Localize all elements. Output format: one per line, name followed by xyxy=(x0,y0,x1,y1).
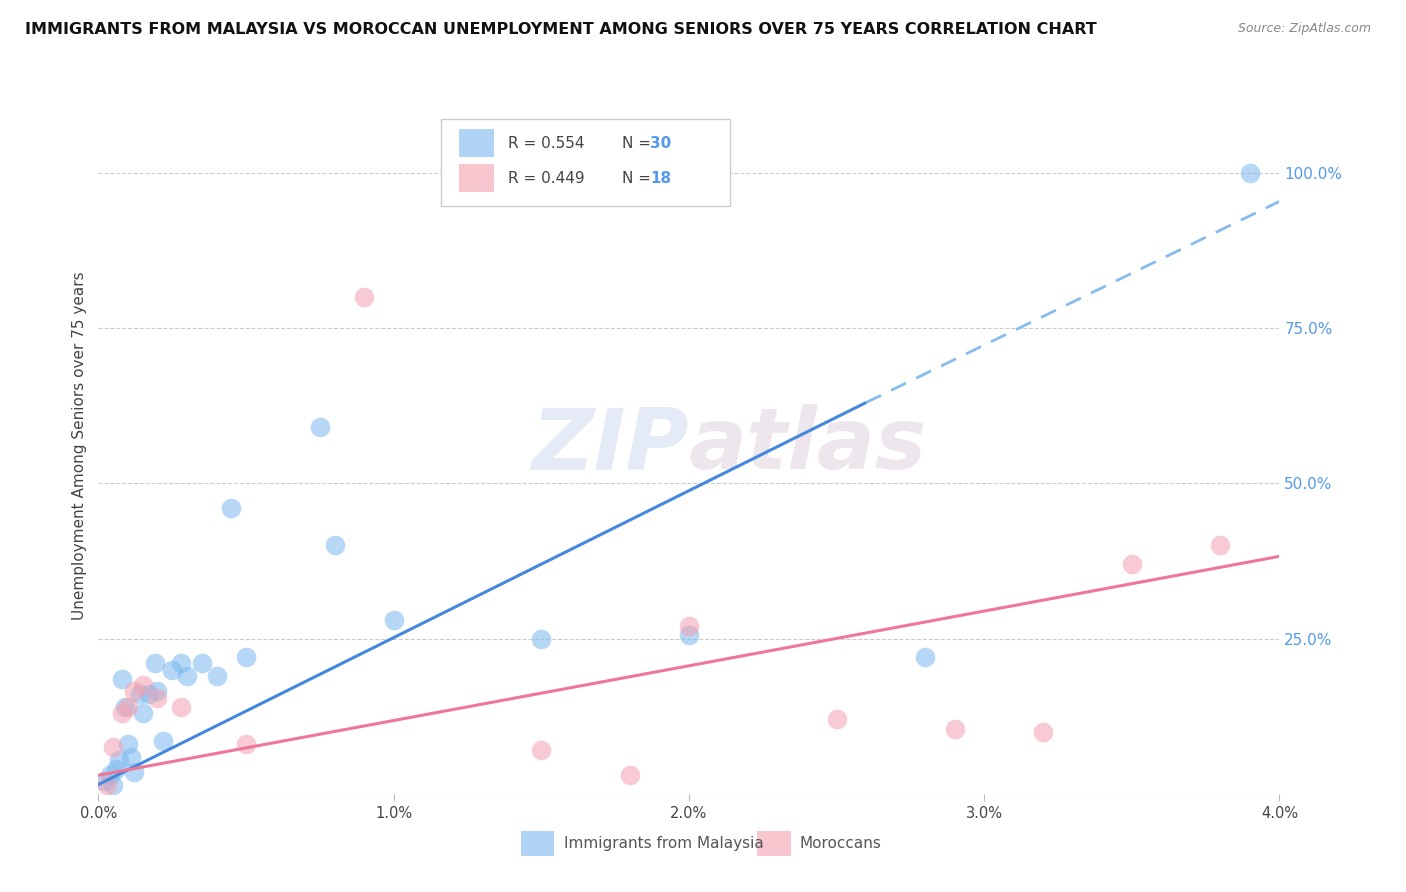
Point xyxy=(105,762,128,776)
Point xyxy=(114,699,136,714)
Point xyxy=(678,628,700,642)
Point xyxy=(323,538,346,552)
Point xyxy=(122,684,145,698)
Bar xyxy=(458,129,494,157)
Point xyxy=(96,778,118,792)
Point xyxy=(170,699,193,714)
Point xyxy=(103,778,125,792)
Text: 30: 30 xyxy=(650,136,671,151)
Point xyxy=(221,501,243,516)
Text: Source: ZipAtlas.com: Source: ZipAtlas.com xyxy=(1237,22,1371,36)
Point xyxy=(309,420,332,434)
Point xyxy=(235,737,257,751)
FancyBboxPatch shape xyxy=(441,119,730,206)
Point xyxy=(530,743,553,757)
Y-axis label: Unemployment Among Seniors over 75 years: Unemployment Among Seniors over 75 years xyxy=(72,272,87,620)
Point xyxy=(235,650,257,665)
Point xyxy=(152,734,174,748)
Bar xyxy=(522,831,554,856)
Text: R = 0.554: R = 0.554 xyxy=(508,136,585,151)
Point xyxy=(146,690,169,705)
Point xyxy=(176,669,198,683)
Point xyxy=(382,613,405,627)
Point xyxy=(122,765,145,780)
Point xyxy=(205,669,228,683)
Text: R = 0.449: R = 0.449 xyxy=(508,170,585,186)
Point xyxy=(120,749,142,764)
Point xyxy=(1032,724,1054,739)
Point xyxy=(132,678,155,692)
Point xyxy=(117,737,139,751)
Point xyxy=(143,657,166,671)
Point xyxy=(93,774,115,789)
Text: N =: N = xyxy=(621,170,655,186)
Point xyxy=(162,663,183,677)
Text: 18: 18 xyxy=(650,170,671,186)
Text: IMMIGRANTS FROM MALAYSIA VS MOROCCAN UNEMPLOYMENT AMONG SENIORS OVER 75 YEARS CO: IMMIGRANTS FROM MALAYSIA VS MOROCCAN UNE… xyxy=(25,22,1097,37)
Point xyxy=(111,672,134,686)
Point xyxy=(619,768,641,782)
Point xyxy=(117,699,139,714)
Bar xyxy=(458,164,494,192)
Text: atlas: atlas xyxy=(689,404,927,488)
Text: Moroccans: Moroccans xyxy=(800,837,882,852)
Point xyxy=(943,722,966,736)
Point xyxy=(530,632,553,646)
Point xyxy=(111,706,134,720)
Point xyxy=(678,619,700,633)
Text: Immigrants from Malaysia: Immigrants from Malaysia xyxy=(564,837,763,852)
Point xyxy=(98,768,121,782)
Point xyxy=(128,688,150,702)
Point xyxy=(1239,166,1261,180)
Point xyxy=(1209,538,1232,552)
Point xyxy=(170,657,193,671)
Point xyxy=(1121,557,1143,571)
Point xyxy=(132,706,155,720)
Point xyxy=(138,688,160,702)
Text: ZIP: ZIP xyxy=(531,404,689,488)
Point xyxy=(914,650,936,665)
Point xyxy=(146,684,169,698)
Bar xyxy=(758,831,790,856)
Point xyxy=(825,712,848,726)
Point xyxy=(353,290,375,304)
Text: N =: N = xyxy=(621,136,655,151)
Point xyxy=(108,753,131,767)
Point xyxy=(103,740,125,755)
Point xyxy=(191,657,214,671)
